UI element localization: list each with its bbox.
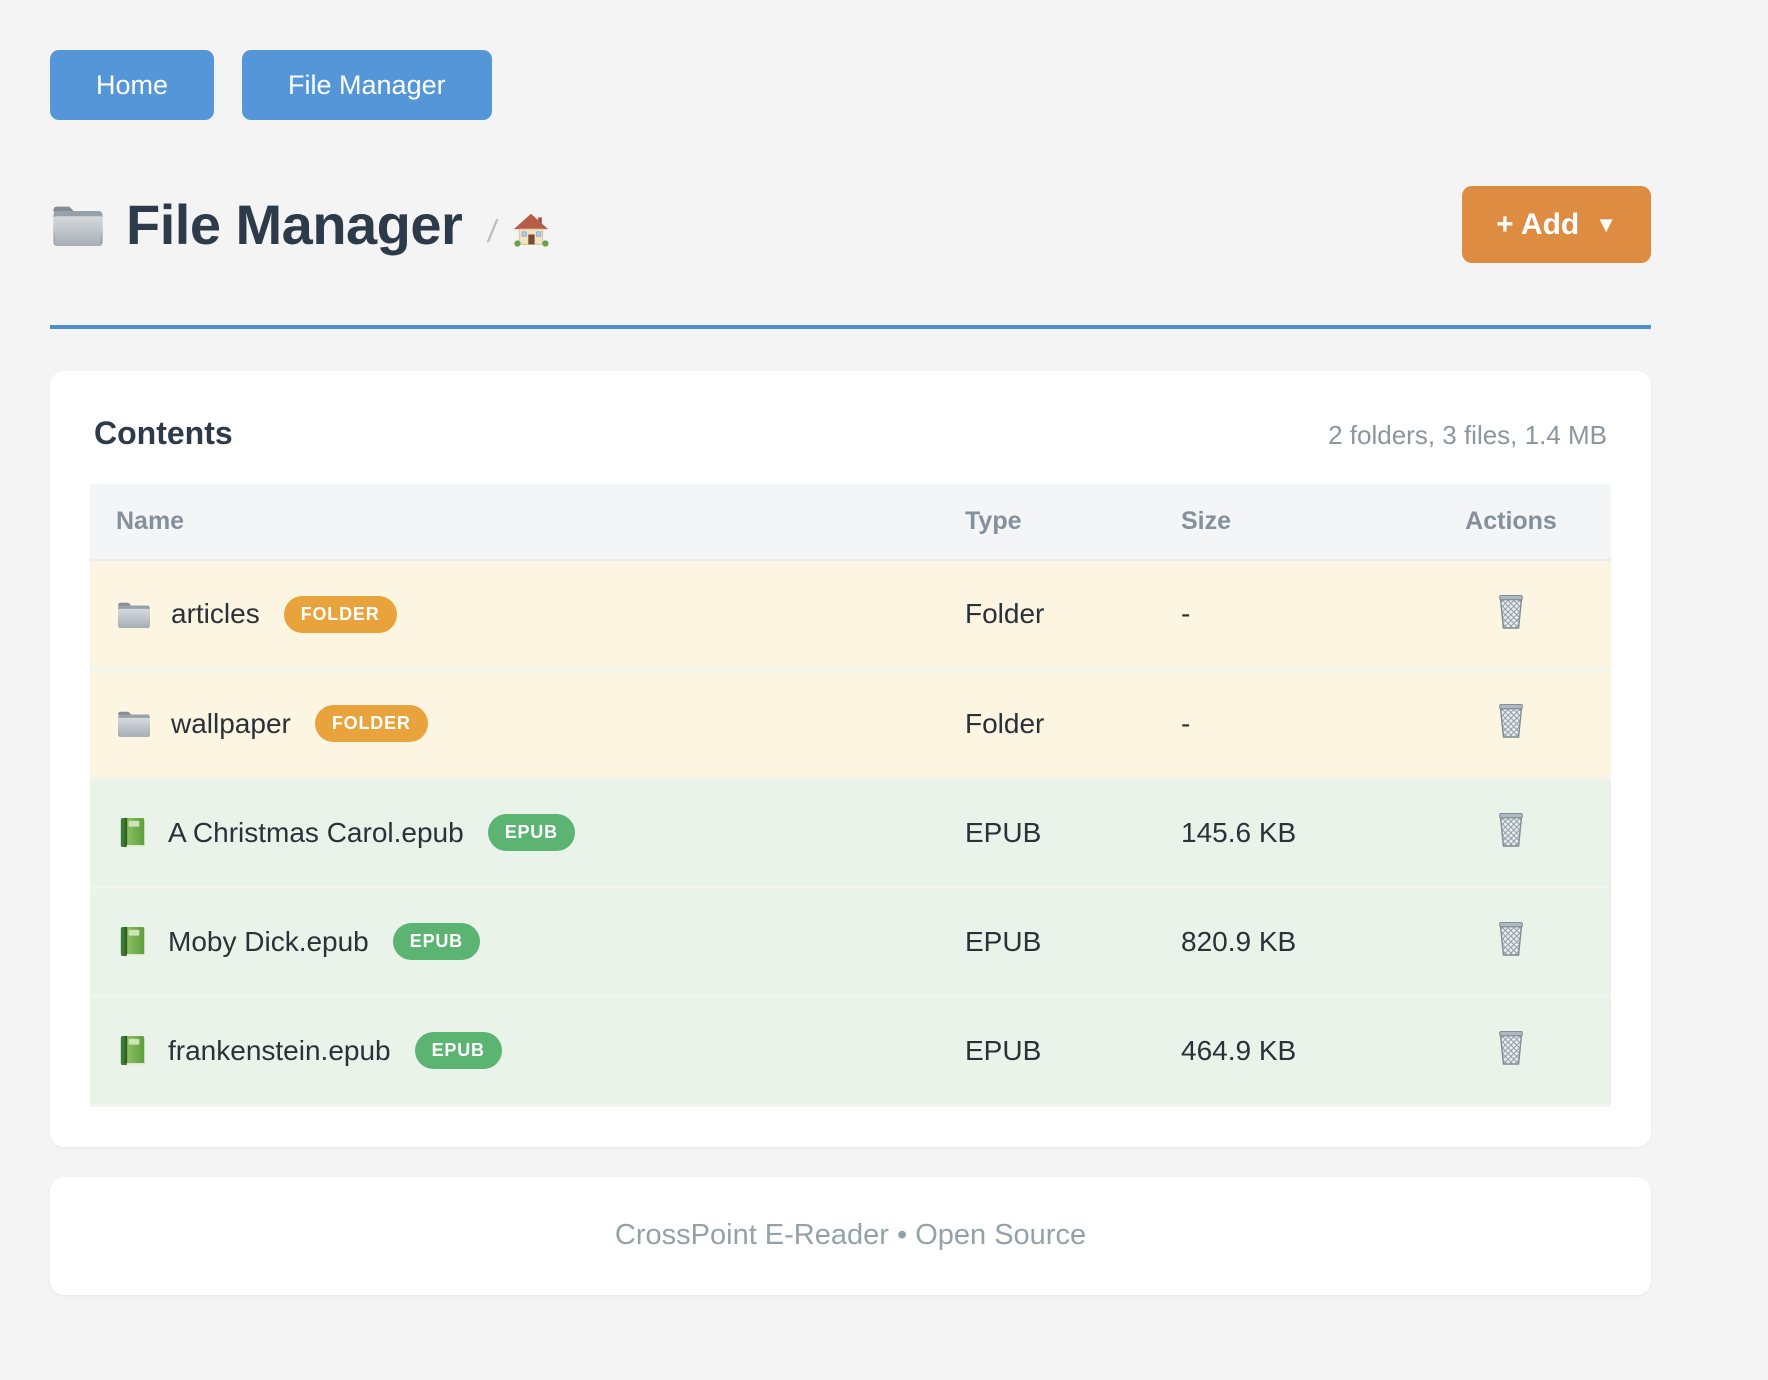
size-cell: 145.6 KB (1155, 778, 1411, 887)
type-cell: Folder (939, 560, 1155, 669)
page-title: File Manager (126, 193, 463, 256)
footer: CrossPoint E-Reader • Open Source (50, 1176, 1651, 1295)
contents-card: Contents 2 folders, 3 files, 1.4 MB Name… (50, 371, 1651, 1147)
trash-icon (1499, 1030, 1523, 1065)
type-badge: FOLDER (283, 595, 397, 633)
footer-text: CrossPoint E-Reader • Open Source (614, 1219, 1087, 1251)
column-header-actions: Actions (1411, 484, 1611, 561)
table-row[interactable]: wallpaper FOLDER Folder - (90, 669, 1611, 778)
book-icon (120, 817, 145, 848)
delete-button[interactable] (1494, 1028, 1528, 1066)
table-row[interactable]: frankenstein.epub EPUB EPUB 464.9 KB (90, 996, 1611, 1105)
size-cell: 464.9 KB (1155, 996, 1411, 1105)
type-badge: EPUB (392, 923, 480, 960)
delete-button[interactable] (1494, 701, 1528, 739)
column-header-name: Name (90, 484, 939, 561)
contents-summary: 2 folders, 3 files, 1.4 MB (1328, 420, 1607, 450)
file-manager-nav-button[interactable]: File Manager (242, 50, 492, 120)
file-name[interactable]: A Christmas Carol.epub (168, 816, 464, 848)
trash-icon (1499, 594, 1523, 629)
table-row[interactable]: A Christmas Carol.epub EPUB EPUB 145.6 K… (90, 778, 1611, 887)
header-divider (50, 325, 1651, 329)
type-cell: EPUB (939, 778, 1155, 887)
book-icon (120, 1035, 145, 1066)
trash-icon (1499, 812, 1523, 847)
page-container: Home File Manager File Manager / (50, 0, 1651, 1295)
type-cell: EPUB (939, 887, 1155, 996)
size-cell: - (1155, 669, 1411, 778)
size-cell: - (1155, 560, 1411, 669)
column-header-size: Size (1155, 484, 1411, 561)
file-name[interactable]: wallpaper (171, 707, 291, 739)
trash-icon (1499, 921, 1523, 956)
delete-button[interactable] (1494, 919, 1528, 957)
add-button[interactable]: + Add ▼ (1462, 186, 1651, 263)
type-badge: EPUB (414, 1032, 502, 1069)
table-row[interactable]: Moby Dick.epub EPUB EPUB 820.9 KB (90, 887, 1611, 996)
type-badge: FOLDER (314, 705, 428, 742)
name-cell: Moby Dick.epub EPUB (90, 887, 939, 996)
home-nav-button[interactable]: Home (50, 50, 215, 120)
contents-title: Contents (94, 415, 233, 451)
add-button-label: + Add (1496, 207, 1580, 241)
actions-cell (1411, 996, 1611, 1105)
type-cell: Folder (939, 669, 1155, 778)
page-header: File Manager / + Add ▼ (50, 186, 1651, 263)
top-nav: Home File Manager (50, 0, 1651, 120)
name-cell: wallpaper FOLDER (90, 669, 939, 778)
actions-cell (1411, 887, 1611, 996)
size-cell: 820.9 KB (1155, 887, 1411, 996)
type-badge: EPUB (487, 814, 575, 851)
name-cell: articles FOLDER (90, 560, 939, 669)
table-row[interactable]: articles FOLDER Folder - (90, 560, 1611, 669)
home-breadcrumb-icon[interactable] (513, 212, 549, 248)
breadcrumb-separator: / (485, 213, 500, 249)
folder-title-icon (50, 201, 106, 249)
folder-icon (117, 711, 151, 737)
name-cell: frankenstein.epub EPUB (90, 996, 939, 1105)
type-cell: EPUB (939, 996, 1155, 1105)
caret-down-icon: ▼ (1595, 211, 1617, 237)
file-name[interactable]: frankenstein.epub (168, 1034, 391, 1066)
table-header-row: Name Type Size Actions (90, 484, 1611, 561)
folder-icon (117, 602, 151, 628)
delete-button[interactable] (1494, 810, 1528, 848)
actions-cell (1411, 778, 1611, 887)
column-header-type: Type (939, 484, 1155, 561)
contents-table: Name Type Size Actions articles (90, 484, 1611, 1107)
trash-icon (1499, 703, 1523, 738)
actions-cell (1411, 560, 1611, 669)
delete-button[interactable] (1494, 592, 1528, 630)
actions-cell (1411, 669, 1611, 778)
name-cell: A Christmas Carol.epub EPUB (90, 778, 939, 887)
contents-card-header: Contents 2 folders, 3 files, 1.4 MB (90, 411, 1611, 452)
file-name[interactable]: articles (171, 598, 260, 630)
file-name[interactable]: Moby Dick.epub (168, 925, 369, 957)
book-icon (120, 926, 145, 957)
